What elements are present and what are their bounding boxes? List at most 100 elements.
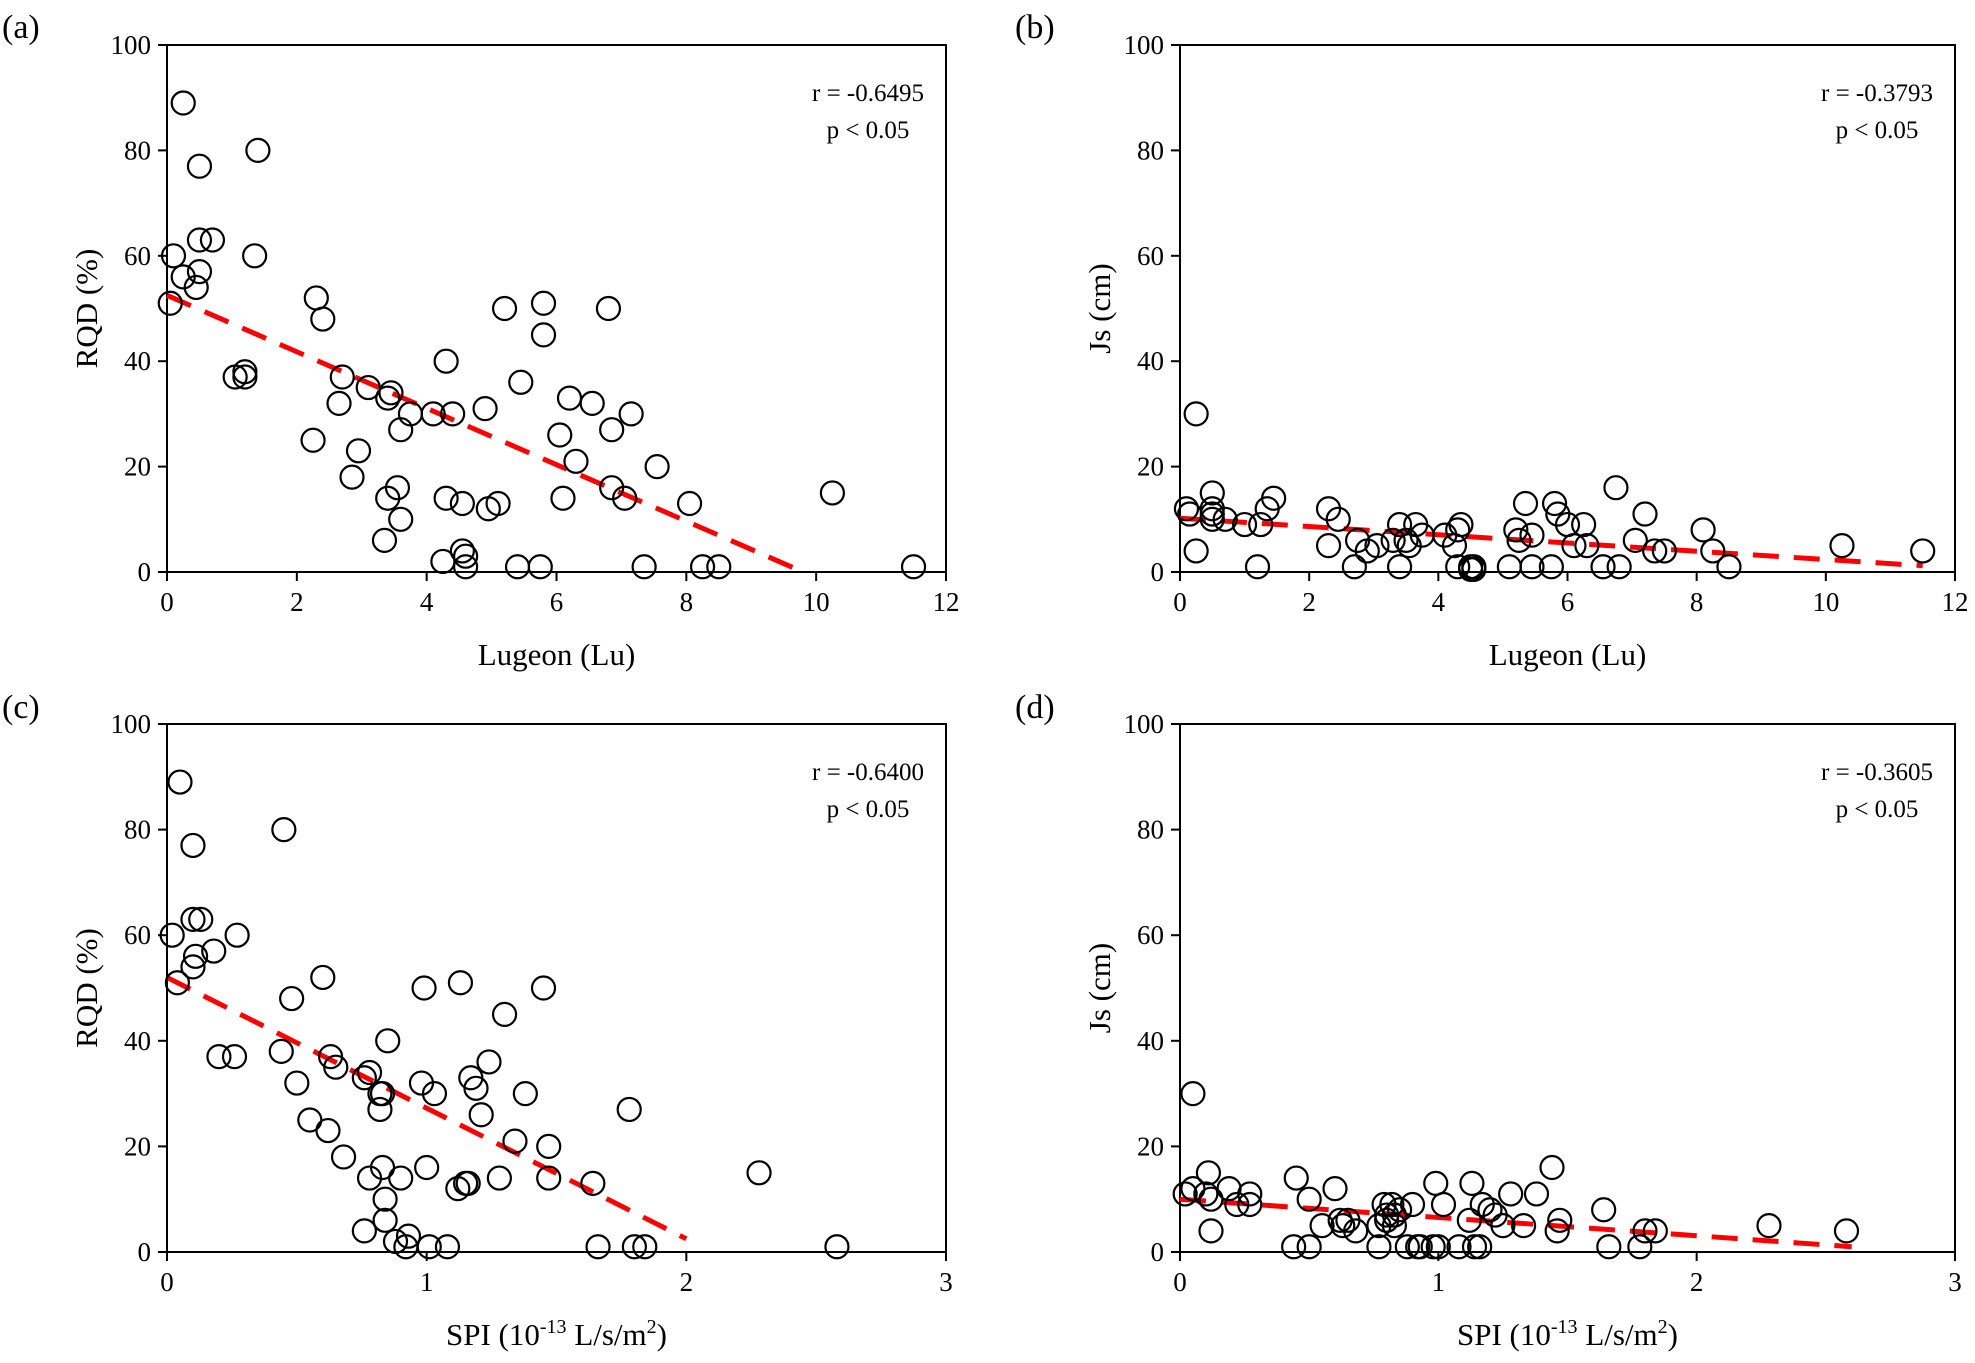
data-point: [1261, 485, 1287, 511]
x-tick-label: 10: [1812, 587, 1839, 617]
data-point: [1467, 1234, 1493, 1260]
data-point: [536, 1133, 562, 1160]
panel-label: (c): [2, 689, 40, 726]
data-point: [411, 975, 437, 1001]
y-tick-label: 100: [111, 30, 152, 60]
x-tick-label: 10: [803, 587, 830, 617]
y-tick-label: 40: [124, 1026, 151, 1056]
data-point: [1519, 554, 1545, 580]
data-point: [1496, 554, 1522, 580]
data-point: [1407, 1234, 1433, 1260]
trend-line: [165, 975, 688, 1242]
data-point: [433, 485, 459, 511]
data-point: [1425, 1234, 1451, 1260]
data-point: [157, 290, 183, 316]
data-point: [421, 1080, 448, 1107]
x-axis-label: SPI (10-13 L/s/m2): [446, 1316, 667, 1352]
data-point: [1596, 1234, 1622, 1260]
data-point: [188, 906, 214, 932]
data-point: [1193, 1181, 1219, 1207]
data-point: [440, 401, 466, 427]
data-point: [631, 554, 657, 580]
data-point: [434, 1234, 461, 1260]
data-point: [746, 1160, 772, 1186]
data-point: [1446, 1234, 1472, 1260]
data-point: [1547, 1207, 1573, 1233]
data-point: [1590, 554, 1616, 580]
data-point: [323, 1054, 349, 1080]
data-point: [476, 1049, 502, 1075]
data-point: [351, 1218, 377, 1244]
data-point: [201, 938, 227, 964]
data-point: [303, 285, 329, 311]
y-tick-label: 0: [138, 557, 152, 587]
data-point: [1281, 1234, 1307, 1260]
y-tick-label: 100: [1124, 709, 1165, 739]
data-point: [527, 554, 553, 580]
data-point: [1244, 554, 1271, 580]
data-point: [1541, 490, 1568, 517]
x-tick-label: 0: [160, 587, 174, 617]
data-points: [1172, 1080, 1860, 1260]
data-point: [1198, 1218, 1224, 1244]
x-tick-label: 2: [680, 1267, 694, 1297]
x-axis-label-part: -13: [540, 1316, 567, 1338]
y-axis-label: RQD (%): [69, 249, 104, 369]
x-axis: 0 1 2 3: [160, 1252, 953, 1297]
data-point: [345, 438, 372, 464]
data-point: [186, 227, 213, 253]
data-point: [1386, 511, 1413, 538]
data-points: [157, 90, 927, 580]
data-point: [1632, 501, 1658, 527]
data-point: [530, 975, 557, 1001]
x-tick-label: 6: [1561, 587, 1575, 617]
data-point: [512, 1080, 538, 1107]
data-point: [1591, 1197, 1617, 1223]
stat-r: r = -0.3605: [1821, 759, 1933, 786]
data-point: [536, 1165, 562, 1191]
y-tick-label: 0: [1151, 557, 1165, 587]
data-point: [1833, 1218, 1860, 1244]
data-point: [1503, 517, 1529, 543]
data-point: [395, 1223, 422, 1249]
x-axis-label-part: 2: [647, 1316, 657, 1338]
data-point: [1700, 538, 1726, 564]
x-axis-label-part: L/s/m: [1578, 1317, 1658, 1352]
data-point: [183, 274, 209, 301]
data-point: [1420, 1234, 1446, 1260]
data-point: [1212, 506, 1238, 532]
data-point: [595, 295, 622, 322]
data-point: [463, 1075, 489, 1101]
data-point: [1309, 1212, 1335, 1239]
data-point: [1910, 538, 1936, 564]
data-point: [530, 290, 557, 316]
data-point: [1315, 533, 1342, 559]
data-point: [356, 1059, 383, 1086]
data-point: [547, 422, 573, 448]
data-point: [310, 306, 336, 332]
x-axis: 0 2 4 6 8 10 12: [1173, 572, 1969, 617]
stat-p: p < 0.05: [1836, 796, 1919, 823]
y-axis: 0 20 40 60 80 100: [111, 30, 167, 587]
data-point: [1490, 1212, 1516, 1239]
data-point: [599, 417, 625, 443]
data-point: [1538, 554, 1564, 580]
data-point: [186, 153, 213, 179]
data-point: [1199, 506, 1225, 532]
data-point: [1642, 538, 1668, 564]
x-tick-label: 1: [420, 1267, 434, 1297]
data-point: [491, 1001, 518, 1028]
stat-r: r = -0.6495: [812, 80, 924, 107]
data-point: [1571, 511, 1597, 538]
panel-label: (b): [1015, 9, 1055, 46]
data-point: [632, 1234, 658, 1260]
data-point: [556, 385, 583, 411]
y-tick-label: 80: [124, 135, 151, 165]
panel-label: (a): [2, 9, 40, 46]
data-point: [1283, 1165, 1309, 1191]
y-axis: 0 20 40 60 80 100: [1124, 30, 1180, 587]
data-point: [1716, 554, 1742, 580]
data-point: [468, 1102, 494, 1128]
data-point: [378, 380, 404, 406]
data-point: [1183, 538, 1209, 564]
